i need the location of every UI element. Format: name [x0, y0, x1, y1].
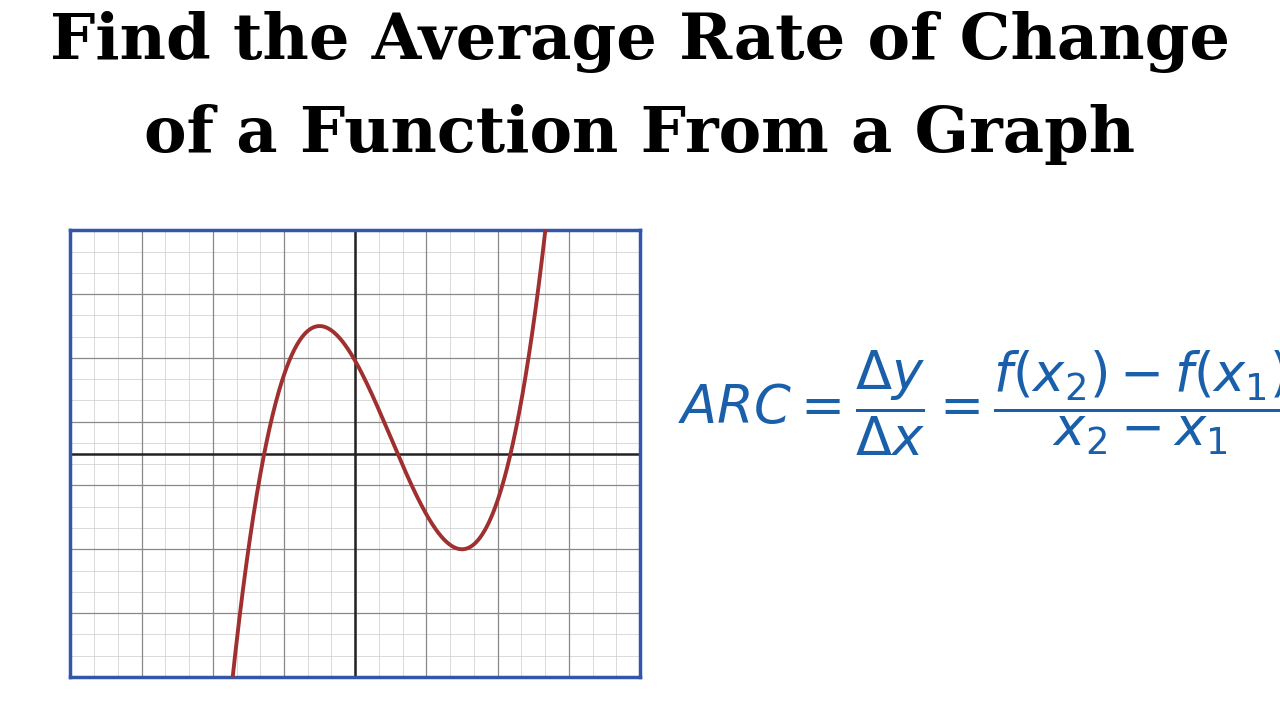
- Text: $\mathit{ARC} = \dfrac{\Delta y}{\Delta x} = \dfrac{f(x_2) - f(x_1)}{x_2 - x_1}$: $\mathit{ARC} = \dfrac{\Delta y}{\Delta …: [678, 348, 1280, 458]
- Text: Find the Average Rate of Change: Find the Average Rate of Change: [50, 11, 1230, 73]
- Text: of a Function From a Graph: of a Function From a Graph: [145, 104, 1135, 166]
